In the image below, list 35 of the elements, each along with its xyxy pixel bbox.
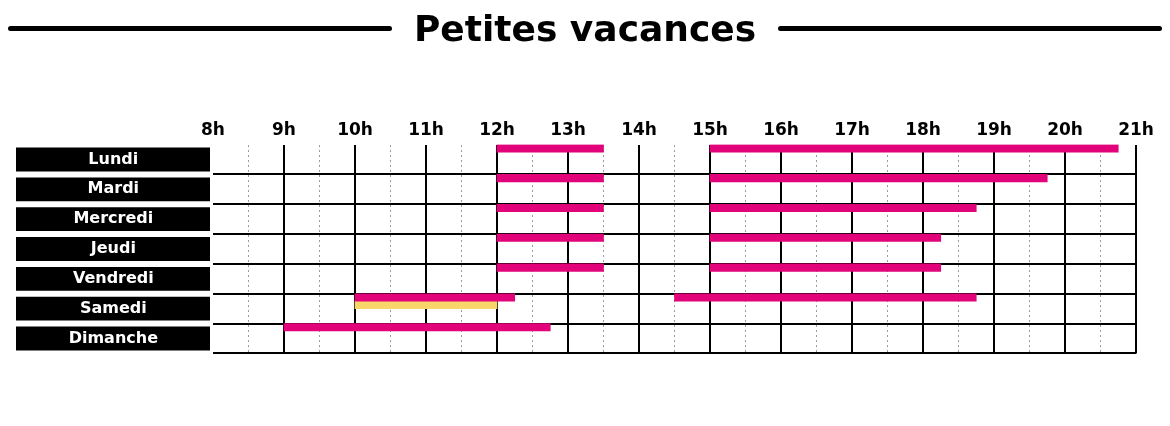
x-tick-label: 8h: [201, 118, 225, 139]
bar: [283, 323, 551, 332]
x-tick-label: 18h: [905, 118, 941, 139]
y-tick-label: Vendredi: [72, 267, 154, 287]
chart-title: Petites vacances: [412, 7, 758, 49]
x-tick-label: 11h: [408, 118, 444, 139]
y-tick-label: Dimanche: [68, 327, 159, 347]
y-tick-label: Mardi: [87, 178, 140, 198]
x-tick-label: 10h: [337, 118, 373, 139]
x-tick-label: 21h: [1118, 118, 1154, 139]
bar: [496, 263, 604, 272]
y-tick-label: Lundi: [88, 148, 139, 168]
x-tick-label: 16h: [763, 118, 799, 139]
x-tick-label: 9h: [272, 118, 296, 139]
bar: [496, 233, 604, 242]
bar: [496, 174, 604, 183]
x-tick-label: 15h: [692, 118, 728, 139]
y-tick-label: Jeudi: [89, 238, 136, 258]
bar: [709, 144, 1119, 153]
x-tick-label: 14h: [621, 118, 657, 139]
bar: [709, 174, 1048, 183]
x-tick-label: 20h: [1047, 118, 1083, 139]
y-tick-label: Mercredi: [73, 208, 154, 228]
x-tick-label: 19h: [976, 118, 1012, 139]
x-tick-label: 13h: [550, 118, 586, 139]
x-tick-label: 17h: [834, 118, 870, 139]
bar: [709, 203, 977, 213]
bar: [354, 293, 516, 302]
y-tick-label: Samedi: [79, 297, 147, 317]
bar: [496, 144, 604, 153]
x-tick-label: 12h: [479, 118, 515, 139]
bar: [496, 203, 604, 213]
bar: [709, 233, 942, 242]
bar: [709, 263, 942, 272]
bar: [674, 293, 977, 302]
